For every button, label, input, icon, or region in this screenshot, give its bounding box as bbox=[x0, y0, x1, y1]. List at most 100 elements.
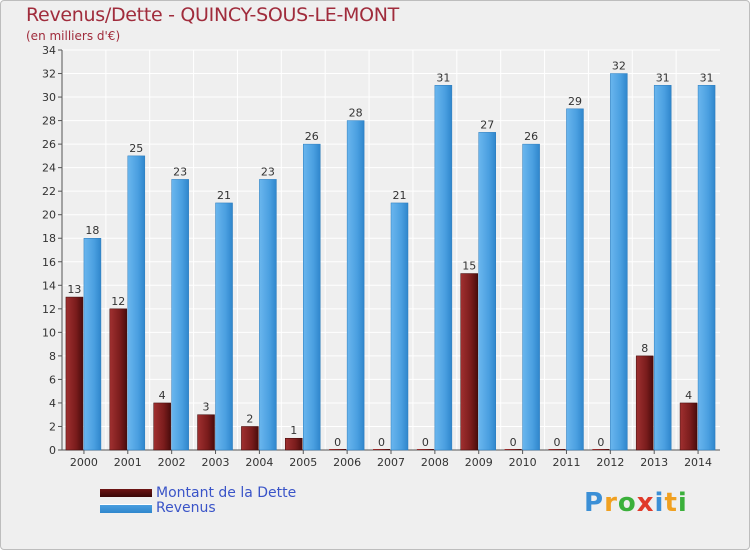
bar-dette bbox=[197, 414, 215, 451]
y-tick-label: 26 bbox=[42, 138, 56, 151]
y-tick-label: 8 bbox=[49, 350, 56, 363]
data-label-dette: 12 bbox=[111, 295, 125, 308]
y-tick-label: 18 bbox=[42, 232, 56, 245]
x-tick-label: 2000 bbox=[70, 456, 98, 469]
data-label-revenus: 28 bbox=[349, 107, 363, 120]
data-label-dette: 0 bbox=[422, 436, 429, 449]
data-label-revenus: 18 bbox=[85, 224, 99, 237]
data-label-revenus: 26 bbox=[524, 130, 538, 143]
bar-dette bbox=[592, 449, 610, 450]
y-tick-label: 30 bbox=[42, 91, 56, 104]
x-tick-label: 2005 bbox=[289, 456, 317, 469]
bar-revenus bbox=[478, 132, 496, 451]
chart-title: Revenus/Dette - QUINCY-SOUS-LE-MONT bbox=[26, 4, 399, 26]
x-tick-label: 2014 bbox=[684, 456, 712, 469]
y-tick-label: 14 bbox=[42, 279, 56, 292]
x-tick-label: 2001 bbox=[114, 456, 142, 469]
y-tick-label: 16 bbox=[42, 256, 56, 269]
data-label-revenus: 32 bbox=[612, 60, 626, 73]
bar-dette bbox=[373, 449, 390, 450]
y-tick-label: 12 bbox=[42, 303, 56, 316]
data-label-revenus: 21 bbox=[217, 189, 231, 202]
logo-letter: P bbox=[584, 488, 605, 518]
x-tick-label: 2002 bbox=[158, 456, 186, 469]
x-tick-label: 2003 bbox=[202, 456, 230, 469]
legend-label-dette: Montant de la Dette bbox=[156, 485, 297, 501]
logo-letter: t bbox=[664, 488, 678, 518]
bar-revenus bbox=[346, 120, 365, 451]
logo-letter: i bbox=[654, 488, 665, 518]
data-label-dette: 1 bbox=[290, 424, 297, 437]
data-label-dette: 4 bbox=[159, 389, 166, 402]
bar-revenus bbox=[610, 73, 628, 451]
data-label-dette: 15 bbox=[462, 260, 476, 273]
data-label-revenus: 27 bbox=[480, 118, 494, 131]
bar-dette bbox=[504, 449, 522, 450]
data-label-revenus: 31 bbox=[436, 71, 450, 84]
data-label-revenus: 25 bbox=[129, 142, 143, 155]
logo-letter: r bbox=[604, 488, 618, 518]
bar-dette bbox=[460, 273, 478, 451]
data-label-dette: 0 bbox=[597, 436, 604, 449]
legend-label-revenus: Revenus bbox=[156, 500, 216, 516]
legend-swatch-dette bbox=[100, 489, 152, 497]
y-tick-label: 4 bbox=[49, 397, 56, 410]
y-tick-label: 24 bbox=[42, 162, 56, 175]
logo-letter: o bbox=[617, 488, 637, 518]
bar-dette bbox=[241, 426, 259, 451]
bar-revenus bbox=[522, 143, 540, 451]
data-label-revenus: 26 bbox=[305, 130, 319, 143]
bar-revenus bbox=[697, 85, 716, 451]
y-tick-label: 32 bbox=[42, 68, 56, 81]
bar-revenus bbox=[390, 202, 409, 451]
y-tick-label: 2 bbox=[49, 420, 56, 433]
logo-letter: i bbox=[677, 488, 688, 518]
data-label-revenus: 31 bbox=[656, 71, 670, 84]
y-tick-label: 28 bbox=[42, 115, 56, 128]
chart-subtitle: (en milliers d'€) bbox=[26, 29, 121, 43]
proxiti-logo: Proxiti bbox=[584, 488, 688, 518]
data-label-dette: 0 bbox=[378, 436, 385, 449]
bar-revenus bbox=[259, 179, 277, 451]
data-label-dette: 8 bbox=[641, 342, 648, 355]
bar-dette bbox=[635, 355, 654, 451]
bar-dette bbox=[416, 449, 434, 450]
data-label-dette: 4 bbox=[685, 389, 692, 402]
bar-dette bbox=[153, 402, 171, 451]
bar-dette bbox=[109, 308, 128, 451]
bar-dette bbox=[65, 296, 84, 451]
bar-revenus bbox=[127, 155, 146, 451]
y-tick-label: 0 bbox=[49, 444, 56, 457]
data-label-dette: 0 bbox=[553, 436, 560, 449]
data-label-revenus: 23 bbox=[173, 165, 187, 178]
bar-revenus bbox=[171, 179, 189, 451]
y-tick-label: 22 bbox=[42, 185, 56, 198]
data-label-dette: 0 bbox=[334, 436, 341, 449]
x-tick-label: 2011 bbox=[552, 456, 580, 469]
data-label-revenus: 31 bbox=[700, 71, 714, 84]
data-label-dette: 3 bbox=[203, 401, 210, 414]
x-tick-label: 2009 bbox=[465, 456, 493, 469]
x-tick-label: 2012 bbox=[596, 456, 624, 469]
x-tick-label: 2010 bbox=[509, 456, 537, 469]
bar-dette bbox=[548, 449, 566, 450]
bar-dette bbox=[679, 402, 698, 451]
x-tick-label: 2007 bbox=[377, 456, 405, 469]
bar-dette bbox=[329, 449, 347, 450]
bar-revenus bbox=[215, 202, 233, 451]
y-tick-label: 10 bbox=[42, 326, 56, 339]
bar-revenus bbox=[434, 85, 453, 451]
bar-revenus bbox=[653, 85, 672, 451]
data-label-dette: 2 bbox=[246, 412, 253, 425]
bar-revenus bbox=[303, 143, 321, 451]
x-tick-label: 2006 bbox=[333, 456, 361, 469]
y-tick-label: 6 bbox=[49, 373, 56, 386]
bar-revenus bbox=[566, 108, 584, 451]
data-label-revenus: 23 bbox=[261, 165, 275, 178]
x-tick-label: 2013 bbox=[640, 456, 668, 469]
logo-letter: x bbox=[636, 488, 655, 518]
x-tick-label: 2004 bbox=[245, 456, 273, 469]
x-tick-label: 2008 bbox=[421, 456, 449, 469]
y-tick-label: 20 bbox=[42, 209, 56, 222]
